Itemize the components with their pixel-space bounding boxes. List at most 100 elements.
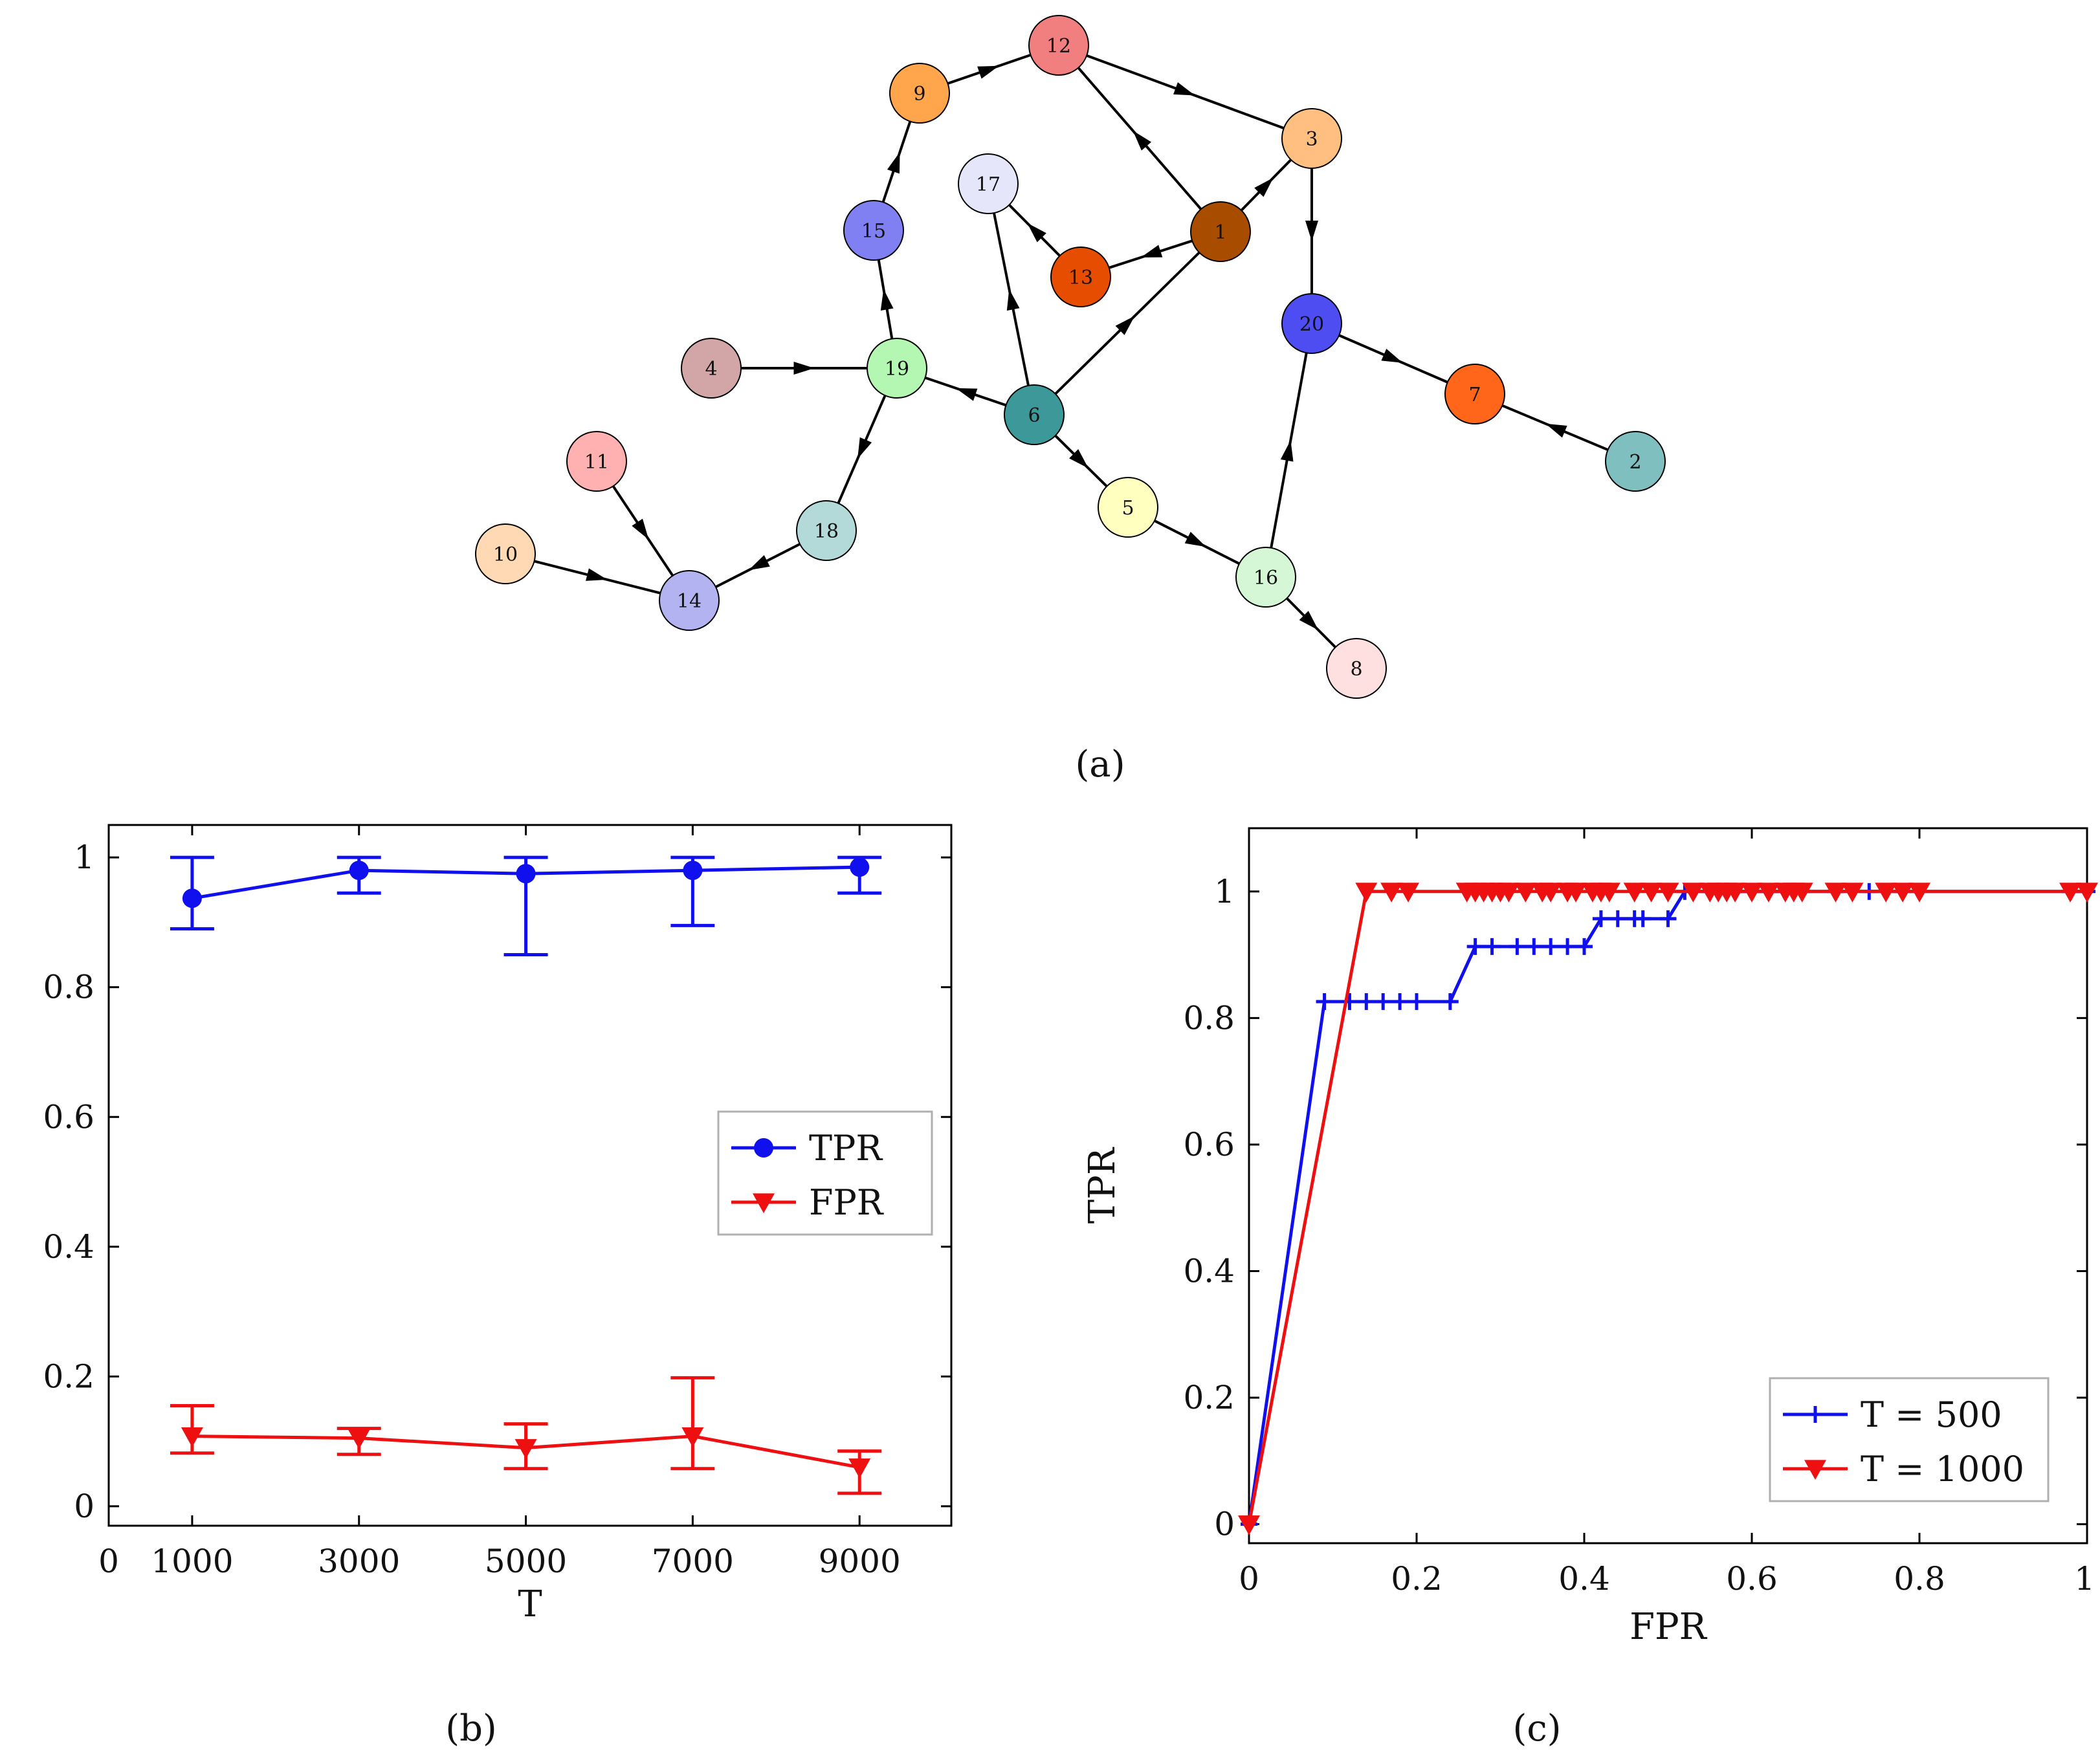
chart-c-point-T = 500 xyxy=(1341,993,1358,1010)
chart-c-point-T = 500 xyxy=(1441,993,1459,1010)
graph-node-13: 13 xyxy=(1050,247,1111,307)
graph-node-circle xyxy=(566,431,627,492)
chart-b-axes: 0 0.2 0.4 0.6 0.8 1 0 1000 3000 5000 7000 9000 T xyxy=(43,824,953,1625)
chart-b-xlabel: T xyxy=(518,1583,542,1625)
chart-c-point-T = 1000 xyxy=(1598,883,1620,903)
chart-c-ytick-label: 0.4 xyxy=(1183,1253,1235,1290)
chart-c-point-T = 1000 xyxy=(1757,883,1780,903)
graph-node-19: 19 xyxy=(867,338,927,399)
chart-c-point-T = 1000 xyxy=(2076,883,2098,903)
graph-node-1: 1 xyxy=(1190,201,1251,262)
chart-c-point-T = 500 xyxy=(1408,993,1425,1010)
chart-c-axes: 0 0.2 0.4 0.6 0.8 1 0 0.2 0.4 0.6 0.8 1 FPR TPR xyxy=(1081,827,2095,1648)
graph-node-label: 15 xyxy=(861,220,886,243)
chart-c-point-T = 1000 xyxy=(1623,883,1646,903)
chart-b: 0 0.2 0.4 0.6 0.8 1 0 1000 3000 5000 7000 9000 T TPR… xyxy=(43,824,953,1625)
chart-c: 0 0.2 0.4 0.6 0.8 1 0 0.2 0.4 0.6 0.8 1 FPR TPR T = 5… xyxy=(1081,827,2098,1648)
graph-node-label: 20 xyxy=(1299,313,1324,336)
chart-c-point-T = 1000 xyxy=(1238,1515,1260,1535)
graph-node-label: 14 xyxy=(677,590,702,613)
graph-node-label: 18 xyxy=(814,520,839,543)
chart-c-point-T = 1000 xyxy=(1875,883,1897,903)
chart-c-ytick-label: 0.2 xyxy=(1183,1379,1235,1416)
edge-arrow-6-1 xyxy=(1115,316,1135,335)
graph-node-label: 5 xyxy=(1122,497,1134,520)
chart-b-ytick-label: 0.4 xyxy=(43,1228,94,1266)
chart-c-ytick-label: 0.6 xyxy=(1183,1126,1235,1163)
chart-b-xtick-label: 0 xyxy=(98,1543,119,1580)
graph-node-20: 20 xyxy=(1281,293,1342,354)
chart-c-ytick-label: 0 xyxy=(1214,1506,1235,1543)
chart-b-legend: TPR FPR xyxy=(717,1110,933,1236)
legend-marker-T = 1000 xyxy=(1804,1460,1826,1480)
edge-arrow-12-3 xyxy=(1173,82,1195,96)
chart-c-xtick-label: 0 xyxy=(1239,1560,1259,1598)
chart-c-point-T = 500 xyxy=(1466,938,1484,955)
chart-c-point-T = 500 xyxy=(1634,910,1652,927)
graph-node-circle xyxy=(796,500,857,561)
graph-node-circle xyxy=(659,570,720,631)
chart-c-xlabel: FPR xyxy=(1630,1606,1708,1648)
graph-node-8: 8 xyxy=(1326,638,1387,699)
chart-c-point-T = 500 xyxy=(1525,938,1543,955)
chart-c-point-T = 500 xyxy=(1576,938,1593,955)
edge-arrow-15-9 xyxy=(887,151,900,174)
graph-node-label: 9 xyxy=(913,83,925,105)
graph-node-label: 19 xyxy=(885,358,909,380)
chart-b-errorbar-FPR xyxy=(670,1376,715,1471)
graph-node-label: 7 xyxy=(1468,384,1481,406)
edge-arrow-11-14 xyxy=(632,518,649,540)
graph-node-11: 11 xyxy=(566,431,627,492)
chart-c-point-T = 500 xyxy=(1358,993,1375,1010)
chart-c-point-T = 1000 xyxy=(1397,883,1420,903)
edge-arrow-1-3 xyxy=(1254,177,1274,197)
chart-c-point-T = 500 xyxy=(1391,993,1409,1010)
edge-arrow-13-17 xyxy=(1027,223,1046,243)
graph-node-4: 4 xyxy=(681,338,742,399)
chart-c-point-T = 500 xyxy=(1316,993,1333,1010)
chart-c-frame xyxy=(1248,827,2088,1544)
chart-c-point-T = 1000 xyxy=(1498,883,1520,903)
chart-c-xtick-label: 0.6 xyxy=(1726,1560,1778,1598)
chart-b-xtick-label: 1000 xyxy=(151,1543,233,1580)
graph-node-3: 3 xyxy=(1281,108,1342,169)
legend-marker-TPR xyxy=(754,1138,773,1158)
chart-c-ytick-label: 1 xyxy=(1214,873,1235,910)
edge-arrow-18-14 xyxy=(748,555,770,571)
graph-node-label: 13 xyxy=(1068,267,1093,289)
graph-node-circle xyxy=(889,63,950,124)
legend-marker-FPR xyxy=(753,1193,775,1213)
edge-arrow-10-14 xyxy=(586,568,608,581)
graph-node-label: 4 xyxy=(705,358,717,380)
chart-b-legend-box xyxy=(717,1110,933,1236)
graph-node-circle xyxy=(1605,431,1666,492)
chart-b-ytick-label: 1 xyxy=(74,839,94,876)
graph-node-14: 14 xyxy=(659,570,720,631)
chart-b-point-FPR xyxy=(848,1458,871,1478)
edge-arrow-4-19 xyxy=(793,362,815,375)
chart-b-point-TPR xyxy=(349,861,369,881)
chart-b-ytick-label: 0.2 xyxy=(43,1357,94,1395)
graph-node-5: 5 xyxy=(1098,477,1158,538)
graph-node-circle xyxy=(1190,201,1251,262)
graph-node-circle xyxy=(1281,108,1342,169)
chart-b-point-TPR xyxy=(182,888,202,908)
chart-b-series xyxy=(170,855,882,1495)
edge-arrow-5-16 xyxy=(1184,531,1206,547)
edge-arrow-2-7 xyxy=(1545,423,1567,438)
edge-arrow-3-20 xyxy=(1305,221,1318,241)
chart-b-point-FPR xyxy=(681,1427,704,1447)
edge-arrow-1-12 xyxy=(1133,130,1152,151)
chart-c-xtick-label: 0.8 xyxy=(1894,1560,1945,1598)
edge-arrow-19-15 xyxy=(880,289,894,311)
chart-b-xtick-label: 7000 xyxy=(652,1543,734,1580)
edge-arrow-16-20 xyxy=(1280,440,1294,462)
legend-label-T = 500: T = 500 xyxy=(1861,1394,2002,1435)
graph-node-15: 15 xyxy=(843,200,904,261)
chart-c-legend: T = 500 T = 1000 xyxy=(1769,1377,2050,1502)
graph-node-label: 8 xyxy=(1350,658,1362,681)
chart-c-point-T = 1000 xyxy=(1657,883,1679,903)
chart-b-ytick-label: 0.6 xyxy=(43,1098,94,1136)
